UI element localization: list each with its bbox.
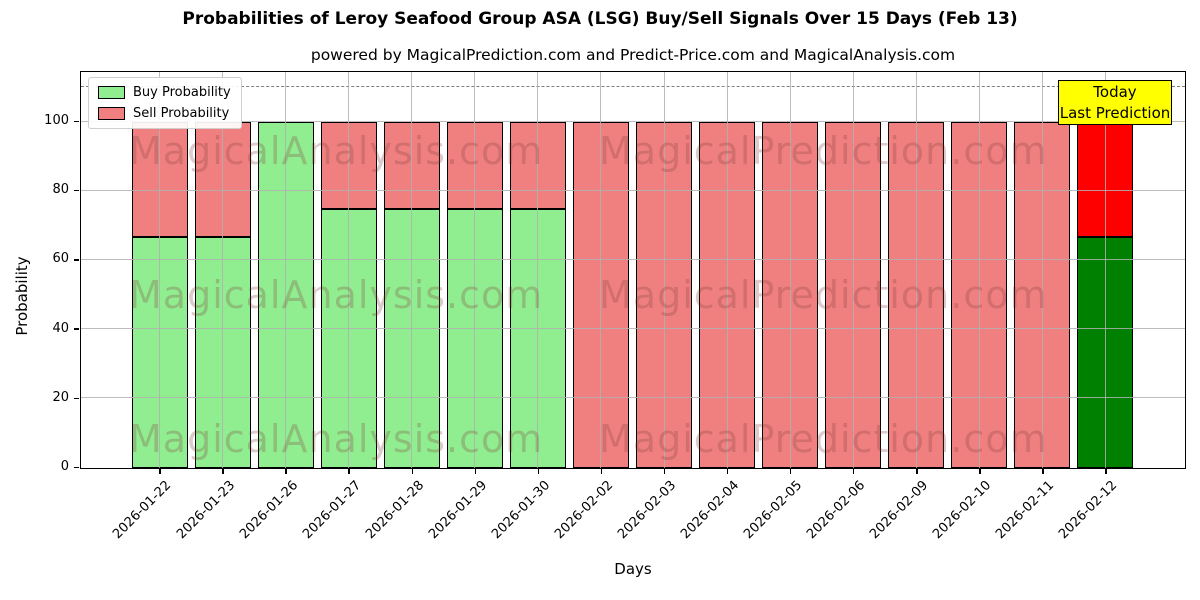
x-tick-label: 2026-02-03 — [615, 478, 680, 543]
x-tick-label: 2026-01-22 — [110, 478, 175, 543]
y-tick-label: 40 — [52, 320, 69, 336]
x-tick-label: 2026-01-28 — [362, 478, 427, 543]
x-tick-mark — [537, 469, 540, 474]
buy-swatch-icon — [98, 86, 125, 99]
plot-area: Buy Probability Sell Probability Today L… — [80, 71, 1186, 469]
watermark-text: MagicalAnalysis.com — [129, 417, 544, 461]
x-tick-label: 2026-01-26 — [236, 478, 301, 543]
watermark-text: MagicalPrediction.com — [599, 417, 1048, 461]
vertical-gridline — [537, 72, 539, 468]
chart-subtitle: powered by MagicalPrediction.com and Pre… — [310, 46, 956, 64]
today-annotation-line1: Today — [1093, 83, 1137, 101]
x-tick-label: 2026-02-10 — [930, 478, 995, 543]
vertical-gridline — [348, 72, 350, 468]
x-tick-label: 2026-01-23 — [173, 478, 238, 543]
today-annotation: Today Last Prediction — [1058, 80, 1172, 125]
x-tick-label: 2026-02-11 — [993, 478, 1058, 543]
y-tick-mark — [74, 189, 79, 192]
y-tick-mark — [74, 328, 79, 330]
x-tick-mark — [979, 469, 981, 474]
vertical-gridline — [600, 72, 602, 468]
legend-label-buy: Buy Probability — [133, 85, 231, 100]
x-tick-label: 2026-02-06 — [804, 478, 869, 543]
x-tick-mark — [348, 469, 350, 474]
x-tick-label: 2026-02-05 — [741, 478, 806, 543]
x-tick-label: 2026-01-29 — [425, 478, 490, 543]
chart-title: Probabilities of Leroy Seafood Group ASA… — [182, 9, 1018, 29]
x-tick-mark — [663, 469, 666, 474]
x-tick-mark — [159, 469, 161, 474]
x-axis-label: Days — [614, 560, 652, 578]
vertical-gridline — [915, 72, 917, 468]
vertical-gridline — [726, 72, 728, 468]
sell-swatch-icon — [98, 107, 125, 120]
today-annotation-line2: Last Prediction — [1059, 104, 1171, 122]
x-tick-label: 2026-02-09 — [867, 478, 932, 543]
x-tick-mark — [916, 469, 918, 474]
horizontal-gridline — [81, 397, 1185, 399]
dashed-guideline — [81, 86, 1185, 88]
x-tick-mark — [726, 469, 729, 474]
x-tick-label: 2026-02-04 — [678, 478, 743, 543]
y-tick-label: 60 — [52, 251, 69, 267]
x-tick-mark — [789, 469, 792, 474]
y-tick-mark — [74, 397, 79, 400]
x-tick-label: 2026-02-02 — [552, 478, 617, 543]
y-tick-mark — [74, 120, 79, 123]
x-tick-mark — [285, 469, 287, 474]
vertical-gridline — [789, 72, 791, 468]
x-tick-mark — [411, 469, 414, 474]
x-tick-label: 2026-02-12 — [1056, 478, 1121, 543]
legend-item-sell: Sell Probability — [98, 106, 231, 121]
vertical-gridline — [978, 72, 980, 468]
vertical-gridline — [285, 72, 287, 468]
legend-label-sell: Sell Probability — [133, 106, 230, 121]
legend-item-buy: Buy Probability — [98, 85, 231, 100]
y-tick-mark — [74, 466, 79, 469]
horizontal-gridline — [81, 258, 1185, 260]
y-tick-label: 100 — [44, 113, 69, 128]
x-tick-mark — [852, 469, 855, 474]
y-tick-label: 20 — [52, 389, 69, 405]
horizontal-gridline — [81, 189, 1185, 191]
vertical-gridline — [1104, 72, 1106, 468]
x-tick-mark — [222, 469, 224, 474]
x-tick-mark — [600, 469, 603, 474]
y-tick-label: 0 — [60, 459, 69, 474]
vertical-gridline — [1041, 72, 1043, 468]
horizontal-gridline — [81, 120, 1185, 122]
x-tick-label: 2026-01-30 — [488, 478, 554, 543]
x-tick-mark — [1042, 469, 1044, 474]
vertical-gridline — [474, 72, 476, 468]
x-tick-mark — [1105, 469, 1107, 474]
vertical-gridline — [852, 72, 854, 468]
watermark-text: MagicalAnalysis.com — [129, 129, 544, 173]
legend: Buy Probability Sell Probability — [88, 77, 242, 129]
watermark-text: MagicalPrediction.com — [599, 273, 1048, 317]
y-tick-label: 80 — [52, 182, 69, 198]
vertical-gridline — [222, 72, 224, 468]
vertical-gridline — [663, 72, 665, 468]
watermark-text: MagicalAnalysis.com — [129, 273, 544, 317]
vertical-gridline — [411, 72, 413, 468]
x-tick-mark — [474, 469, 477, 474]
vertical-gridline — [159, 72, 161, 468]
x-tick-label: 2026-01-27 — [299, 478, 364, 543]
horizontal-gridline — [81, 328, 1185, 330]
y-tick-mark — [74, 259, 79, 261]
watermark-text: MagicalPrediction.com — [599, 129, 1048, 173]
